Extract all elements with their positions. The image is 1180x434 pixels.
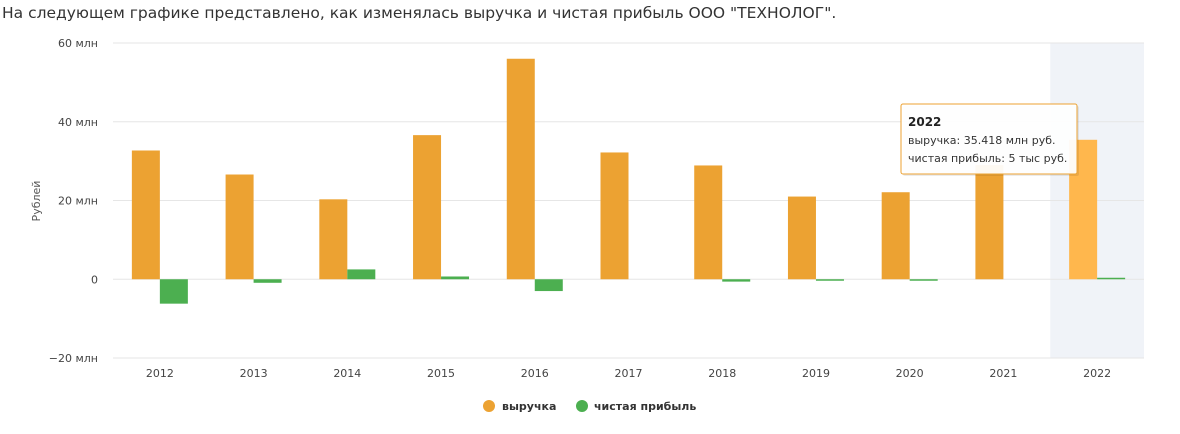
x-tick-label: 2013 bbox=[240, 367, 268, 380]
y-axis-label: Рублей bbox=[30, 181, 43, 222]
bar-revenue-2014 bbox=[319, 199, 348, 280]
bar-revenue-2012 bbox=[131, 150, 160, 280]
x-tick-label: 2017 bbox=[615, 367, 643, 380]
x-tick-label: 2022 bbox=[1083, 367, 1111, 380]
bar-revenue-2016 bbox=[506, 58, 535, 280]
bar-revenue-2020 bbox=[881, 192, 910, 280]
bar-revenue-2015 bbox=[413, 135, 442, 280]
x-tick-label: 2015 bbox=[427, 367, 455, 380]
y-tick-label: 0 bbox=[91, 273, 98, 286]
bar-revenue-2021 bbox=[975, 165, 1004, 280]
tooltip-revenue: выручка: 35.418 млн руб. bbox=[908, 134, 1056, 147]
bar-profit-2013 bbox=[253, 279, 282, 283]
bar-profit-2018 bbox=[722, 279, 751, 282]
bar-revenue-2017 bbox=[600, 152, 629, 280]
y-tick-label: −20 млн bbox=[49, 352, 98, 365]
intro-text: На следующем графике представлено, как и… bbox=[2, 4, 837, 22]
bar-profit-2015 bbox=[441, 276, 470, 280]
legend-revenue-marker bbox=[483, 400, 495, 412]
legend-revenue-label: выручка bbox=[502, 400, 556, 413]
bar-profit-2012 bbox=[159, 279, 188, 304]
bar-revenue-2013 bbox=[225, 174, 254, 280]
x-tick-label: 2016 bbox=[521, 367, 549, 380]
bar-profit-2016 bbox=[534, 279, 563, 292]
x-tick-label: 2018 bbox=[708, 367, 736, 380]
y-tick-label: 60 млн bbox=[58, 37, 98, 50]
x-tick-label: 2019 bbox=[802, 367, 830, 380]
y-tick-label: 20 млн bbox=[58, 195, 98, 208]
bar-revenue-2018 bbox=[694, 165, 723, 280]
bar-profit-2020 bbox=[909, 279, 938, 281]
legend-profit-label: чистая прибыль bbox=[594, 400, 696, 413]
tooltip-box bbox=[900, 103, 1078, 175]
x-tick-label: 2012 bbox=[146, 367, 174, 380]
bar-profit-2019 bbox=[815, 279, 844, 281]
legend-profit-marker bbox=[576, 400, 588, 412]
x-tick-label: 2014 bbox=[333, 367, 361, 380]
tooltip-profit: чистая прибыль: 5 тыс руб. bbox=[908, 152, 1067, 165]
x-tick-label: 2020 bbox=[896, 367, 924, 380]
bar-revenue-2019 bbox=[787, 196, 816, 280]
bar-profit-2022 bbox=[1097, 277, 1126, 280]
tooltip-title: 2022 bbox=[908, 115, 941, 129]
bar-profit-2014 bbox=[347, 269, 376, 280]
y-tick-label: 40 млн bbox=[58, 116, 98, 129]
x-tick-label: 2021 bbox=[989, 367, 1017, 380]
